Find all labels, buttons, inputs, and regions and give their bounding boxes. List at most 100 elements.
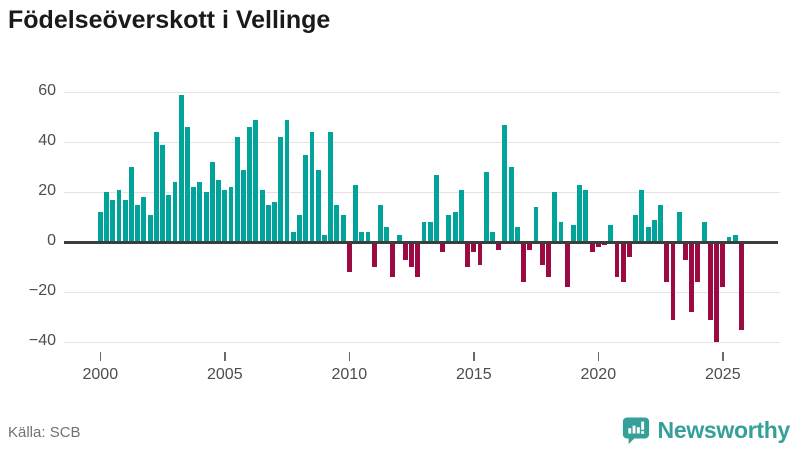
bar-2014Q3 <box>458 189 464 242</box>
bar-2005Q2 <box>228 187 234 242</box>
bar-2003Q2 <box>178 94 184 242</box>
newsworthy-wordmark: Newsworthy <box>657 416 791 443</box>
bar-2010Q1 <box>346 242 352 272</box>
bar-2021Q2 <box>626 242 632 257</box>
x-axis-label: 2020 <box>580 366 617 383</box>
x-tick-mark <box>597 352 600 361</box>
x-axis-label: 2025 <box>705 366 741 383</box>
bar-2000Q3 <box>110 199 116 242</box>
bar-2019Q4 <box>589 242 595 252</box>
bar-2014Q1 <box>446 214 452 242</box>
gridline-y-40 <box>64 341 780 343</box>
gridline-y60 <box>64 91 780 93</box>
bar-2017Q3 <box>533 207 539 242</box>
bar-2007Q4 <box>290 232 296 242</box>
y-axis-label: −20 <box>28 282 56 299</box>
bar-2004Q2 <box>203 192 209 242</box>
bar-2008Q1 <box>297 214 302 242</box>
bar-2006Q2 <box>253 119 259 242</box>
newsworthy-bubble-icon <box>621 415 651 445</box>
bar-2021Q4 <box>639 189 645 242</box>
bar-2007Q2 <box>278 137 284 242</box>
bar-2001Q4 <box>141 197 147 242</box>
bar-2015Q3 <box>483 172 489 242</box>
bar-2020Q3 <box>608 224 614 242</box>
plot-area: 60 40 20 0 −20 −40 2000 2005 2010 2015 2020 2025 <box>28 82 780 383</box>
bar-2016Q2 <box>502 124 508 242</box>
bar-2002Q2 <box>153 132 159 242</box>
bar-2002Q4 <box>166 194 172 242</box>
x-axis-label: 2015 <box>456 366 492 383</box>
bar-2012Q1 <box>396 234 402 242</box>
bar-2005Q1 <box>222 189 228 242</box>
gridline-y-20 <box>64 291 780 293</box>
source-label: Källa: SCB <box>8 424 81 441</box>
bar-2008Q4 <box>315 169 321 242</box>
bar-2023Q3 <box>683 242 688 260</box>
bar-2025Q3 <box>732 234 738 242</box>
bar-2009Q2 <box>328 132 334 242</box>
bar-2018Q2 <box>552 192 558 242</box>
bar-2001Q3 <box>135 204 141 242</box>
gridline-y40 <box>64 141 780 143</box>
bar-2025Q4 <box>739 242 744 330</box>
bar-2006Q1 <box>247 127 253 242</box>
bar-2023Q2 <box>676 212 682 242</box>
bar-2000Q1 <box>97 212 103 242</box>
bar-2018Q4 <box>564 242 570 287</box>
bar-2005Q3 <box>234 137 240 242</box>
bar-2010Q4 <box>365 232 371 242</box>
bar-2018Q1 <box>546 242 551 277</box>
x-axis-label: 2010 <box>331 366 368 383</box>
bar-2009Q3 <box>334 204 340 242</box>
bar-2017Q1 <box>521 242 527 282</box>
x-axis-zero-line <box>64 240 778 244</box>
y-axis-label: 20 <box>38 182 56 199</box>
bar-2009Q4 <box>340 214 346 242</box>
bar-2002Q3 <box>160 144 165 242</box>
bar-2024Q2 <box>701 222 707 242</box>
x-tick-mark <box>722 352 724 361</box>
bar-2019Q2 <box>577 184 583 242</box>
bar-2006Q3 <box>259 189 265 242</box>
bar-2012Q4 <box>415 242 421 277</box>
bar-2023Q1 <box>670 242 676 320</box>
bar-2022Q3 <box>658 204 663 242</box>
bar-2011Q1 <box>371 242 377 267</box>
bar-2000Q2 <box>104 192 109 242</box>
bar-2013Q4 <box>440 242 446 252</box>
bar-2024Q4 <box>714 242 720 342</box>
bar-2023Q4 <box>689 242 695 312</box>
bar-2015Q2 <box>477 242 483 265</box>
x-tick-mark <box>473 352 475 361</box>
y-axis-label: 0 <box>47 232 56 249</box>
bar-2001Q2 <box>128 167 134 242</box>
bar-2021Q1 <box>620 242 626 282</box>
bar-2025Q2 <box>726 237 732 242</box>
bar-2002Q1 <box>147 214 153 242</box>
bar-2003Q1 <box>172 182 178 242</box>
bar-2005Q4 <box>241 169 246 242</box>
bar-2017Q4 <box>539 242 545 265</box>
bar-2015Q1 <box>471 242 477 252</box>
bar-2011Q3 <box>384 227 390 242</box>
x-axis-label: 2005 <box>207 366 243 383</box>
bar-2017Q2 <box>527 242 533 250</box>
x-axis-label: 2000 <box>82 366 119 383</box>
x-tick-mark <box>224 352 226 361</box>
y-axis-label: 60 <box>38 82 56 99</box>
bar-2004Q4 <box>216 179 222 242</box>
bar-2003Q4 <box>191 187 197 242</box>
bar-2004Q3 <box>209 162 215 242</box>
bar-2021Q3 <box>633 214 639 242</box>
newsworthy-logo[interactable]: Newsworthy <box>621 415 790 445</box>
bar-2024Q3 <box>707 242 713 320</box>
bar-2022Q4 <box>664 242 670 282</box>
gridline-y20 <box>64 191 780 193</box>
bar-2010Q2 <box>353 184 358 242</box>
bar-2016Q1 <box>496 242 502 250</box>
bar-2000Q4 <box>116 189 122 242</box>
bar-2011Q4 <box>390 242 396 277</box>
bar-2012Q2 <box>402 242 408 260</box>
